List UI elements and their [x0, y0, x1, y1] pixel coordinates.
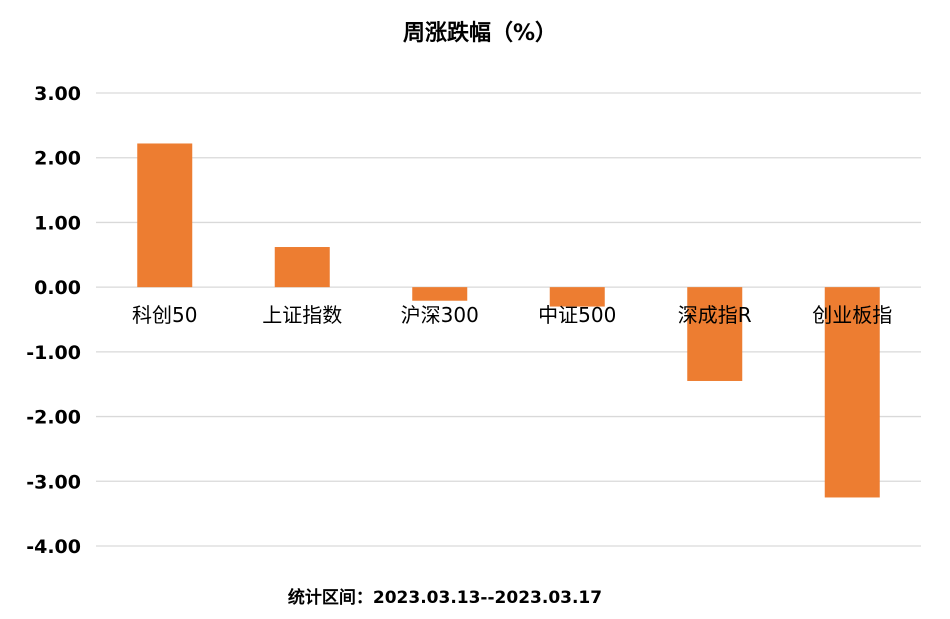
y-tick-label: -1.00 — [26, 342, 81, 364]
y-tick-label: -3.00 — [26, 471, 81, 493]
x-tick-label: 深成指R — [678, 303, 752, 327]
bar — [137, 143, 193, 288]
gridlines — [96, 92, 921, 547]
y-tick-label: 0.00 — [34, 277, 81, 299]
x-axis-ticks: 科创50 上证指数 沪深300 中证500 深成指R 创业板指 — [132, 303, 892, 327]
x-tick-label: 创业板指 — [812, 303, 892, 327]
bar — [687, 287, 743, 381]
x-tick-label: 科创50 — [132, 303, 197, 327]
y-tick-label: 1.00 — [34, 212, 81, 234]
bar — [274, 247, 330, 288]
y-axis-ticks: 3.00 2.00 1.00 0.00 -1.00 -2.00 -3.00 -4.00 — [26, 83, 81, 558]
y-tick-label: 3.00 — [34, 83, 81, 105]
bar — [549, 287, 605, 307]
date-range-note: 统计区间：2023.03.13--2023.03.17 — [288, 587, 602, 608]
y-tick-label: -4.00 — [26, 536, 81, 558]
bar — [412, 287, 468, 301]
chart-title: 周涨跌幅（%） — [403, 21, 557, 46]
x-tick-label: 沪深300 — [401, 303, 479, 327]
y-tick-label: 2.00 — [34, 148, 81, 170]
x-tick-label: 上证指数 — [262, 303, 342, 327]
y-tick-label: -2.00 — [26, 407, 81, 429]
x-tick-label: 中证500 — [538, 303, 616, 327]
bar — [824, 287, 880, 498]
bars — [137, 143, 880, 498]
